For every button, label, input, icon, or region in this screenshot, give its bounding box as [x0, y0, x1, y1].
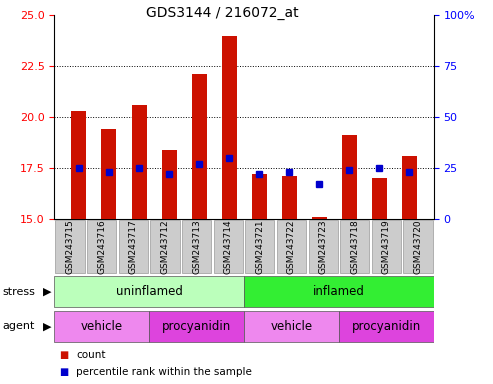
Bar — [246, 220, 275, 273]
Text: uninflamed: uninflamed — [116, 285, 182, 298]
Text: GSM243714: GSM243714 — [224, 219, 233, 274]
Text: stress: stress — [2, 287, 35, 297]
Text: GSM243716: GSM243716 — [97, 219, 106, 274]
Text: GSM243722: GSM243722 — [287, 220, 296, 274]
Bar — [244, 311, 339, 342]
Bar — [342, 136, 356, 219]
Bar — [403, 220, 432, 273]
Bar — [182, 220, 211, 273]
Text: GSM243720: GSM243720 — [414, 219, 423, 274]
Text: GSM243713: GSM243713 — [192, 219, 201, 274]
Text: vehicle: vehicle — [81, 320, 123, 333]
Text: GSM243723: GSM243723 — [318, 219, 328, 274]
Text: percentile rank within the sample: percentile rank within the sample — [76, 367, 252, 377]
Bar — [119, 220, 148, 273]
Text: ■: ■ — [59, 350, 69, 360]
Bar — [221, 36, 237, 219]
Text: GSM243721: GSM243721 — [255, 219, 264, 274]
Bar — [87, 220, 116, 273]
Bar — [372, 220, 401, 273]
Bar — [339, 311, 434, 342]
Text: procyanidin: procyanidin — [162, 320, 231, 333]
Text: ■: ■ — [59, 367, 69, 377]
Text: GSM243717: GSM243717 — [129, 219, 138, 274]
Text: ▶: ▶ — [43, 321, 52, 331]
Bar — [312, 217, 326, 219]
Bar — [309, 220, 338, 273]
Text: inflamed: inflamed — [313, 285, 365, 298]
Bar — [149, 311, 244, 342]
Text: GSM243715: GSM243715 — [66, 219, 74, 274]
Bar — [213, 220, 243, 273]
Bar — [251, 174, 267, 219]
Text: GSM243719: GSM243719 — [382, 219, 391, 274]
Bar — [402, 156, 417, 219]
Text: agent: agent — [2, 321, 35, 331]
Bar — [102, 129, 116, 219]
Bar — [71, 111, 86, 219]
Bar — [191, 74, 207, 219]
Text: count: count — [76, 350, 106, 360]
Text: GSM243718: GSM243718 — [350, 219, 359, 274]
Text: GSM243712: GSM243712 — [160, 219, 170, 274]
Bar — [54, 311, 149, 342]
Bar — [132, 105, 146, 219]
Bar — [372, 178, 387, 219]
Bar — [282, 176, 297, 219]
Bar — [244, 276, 434, 307]
Text: ▶: ▶ — [43, 287, 52, 297]
Bar — [54, 276, 244, 307]
Bar — [162, 150, 176, 219]
Bar — [277, 220, 306, 273]
Bar — [340, 220, 369, 273]
Bar — [150, 220, 179, 273]
Text: procyanidin: procyanidin — [352, 320, 421, 333]
Bar — [56, 220, 85, 273]
Text: GDS3144 / 216072_at: GDS3144 / 216072_at — [145, 6, 298, 20]
Text: vehicle: vehicle — [271, 320, 313, 333]
